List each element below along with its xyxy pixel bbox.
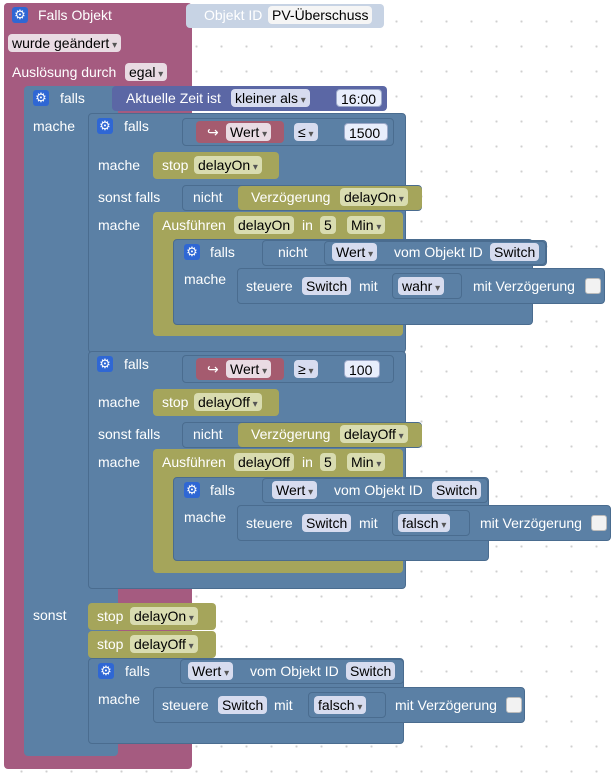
control-object-field[interactable]: Switch [218,696,268,714]
gear-icon[interactable]: ⚙ [97,356,113,372]
return-arrow-icon: ↪ [207,124,219,140]
with-delay-label: mit Verzögerung [480,515,582,531]
inner-wert-dropdown[interactable]: Wert [332,243,378,261]
inner-object-field[interactable]: Switch [432,481,482,499]
stop-label: stop [162,394,189,410]
outer-mache-label: mache [33,118,76,134]
else-wert-dropdown[interactable]: Wert [188,662,234,680]
run-after-label: Ausführen [162,454,226,470]
if2-mache-label: mache [98,394,141,410]
delay-check-var[interactable]: delayOff [340,425,408,443]
return-arrow-icon: ↪ [207,361,219,377]
bool-dropdown[interactable]: falsch [314,696,367,714]
nicht-label: nicht [193,189,223,205]
control-mit-label: mit [359,515,378,531]
run-after-label: Ausführen [162,217,226,233]
delay-checkbox[interactable] [585,278,601,294]
changed-dropdown[interactable]: wurde geändert [8,34,122,52]
inner-nicht-label: nicht [278,244,308,260]
delay-check-label: Verzögerung [251,189,331,205]
nicht-label: nicht [193,426,223,442]
stop-var-dropdown[interactable]: delayOn [130,607,198,625]
run-after-unit[interactable]: Min [347,216,386,234]
else-if-mache-label: mache [98,691,141,707]
with-delay-label: mit Verzögerung [395,697,497,713]
number-field[interactable]: 100 [344,360,380,378]
stop-var-dropdown[interactable]: delayOn [194,156,262,174]
control-mit-label: mit [359,278,378,294]
gear-icon[interactable]: ⚙ [33,90,49,106]
inner-wert-dropdown[interactable]: Wert [272,481,318,499]
time-condition-label: Aktuelle Zeit ist [126,90,221,106]
delay-check-var[interactable]: delayOn [340,188,408,206]
run-after-in-label: in [302,217,313,233]
gear-icon[interactable]: ⚙ [98,663,114,679]
gear-icon[interactable]: ⚙ [12,7,28,23]
if2-mache2-label: mache [98,454,141,470]
if1-falls-label: falls [124,118,149,134]
gear-icon[interactable]: ⚙ [97,118,113,134]
control-object-field[interactable]: Switch [302,277,352,295]
trigger-by-dropdown[interactable]: egal [125,63,168,81]
inner-if1-falls-label: falls [210,244,235,260]
delay-checkbox[interactable] [591,515,607,531]
delay-check-label: Verzögerung [251,426,331,442]
inner-if2-mache-label: mache [184,509,227,525]
run-after-value[interactable]: 5 [320,216,336,234]
time-value-field[interactable]: 16:00 [336,89,382,107]
control-mit-label: mit [274,697,293,713]
bool-dropdown[interactable]: wahr [398,277,445,295]
inner-if2-falls-label: falls [210,482,235,498]
delay-checkbox[interactable] [506,697,522,713]
outer-falls-label: falls [60,90,85,106]
trigger-by-label: Auslösung durch [12,64,117,80]
wert-dropdown[interactable]: Wert [226,360,272,378]
bool-dropdown[interactable]: falsch [398,514,451,532]
run-after-unit[interactable]: Min [347,453,386,471]
gear-icon[interactable]: ⚙ [184,482,200,498]
run-after-var[interactable]: delayOn [234,216,295,234]
else-object-field[interactable]: Switch [346,662,396,680]
stop-label: stop [97,608,124,624]
run-after-in-label: in [302,454,313,470]
control-label: steuere [246,278,293,294]
if1-mache-label: mache [98,157,141,173]
stop-label: stop [162,157,189,173]
object-id-field[interactable]: PV-Überschuss [268,6,373,24]
stop-var-dropdown[interactable]: delayOff [194,393,262,411]
if2-falls-label: falls [124,356,149,372]
if1-mache2-label: mache [98,217,141,233]
gear-icon[interactable]: ⚙ [184,244,200,260]
else-if-falls-label: falls [125,663,150,679]
time-operator-dropdown[interactable]: kleiner als [231,89,310,107]
run-after-value[interactable]: 5 [320,453,336,471]
run-after-var[interactable]: delayOff [234,453,294,471]
if2-sonst-falls-label: sonst falls [98,426,161,442]
operator-dropdown[interactable]: ≥ [294,360,318,378]
control-label: steuere [246,515,293,531]
object-id-label: Objekt ID [204,7,263,23]
stop-var-dropdown[interactable]: delayOff [130,635,198,653]
outer-sonst-label: sonst [33,607,67,623]
trigger-title: Falls Objekt [38,7,112,23]
inner-object-field[interactable]: Switch [490,243,540,261]
stop-label: stop [97,636,124,652]
control-label: steuere [162,697,209,713]
if1-sonst-falls-label: sonst falls [98,189,161,205]
control-object-field[interactable]: Switch [302,514,352,532]
else-vom-label: vom Objekt ID [250,663,339,679]
operator-dropdown[interactable]: ≤ [294,123,318,141]
inner-vom-label: vom Objekt ID [334,482,423,498]
number-field[interactable]: 1500 [344,123,388,141]
with-delay-label: mit Verzögerung [473,278,575,294]
inner-if1-mache-label: mache [184,271,227,287]
wert-dropdown[interactable]: Wert [226,123,272,141]
inner-vom-label: vom Objekt ID [394,244,483,260]
